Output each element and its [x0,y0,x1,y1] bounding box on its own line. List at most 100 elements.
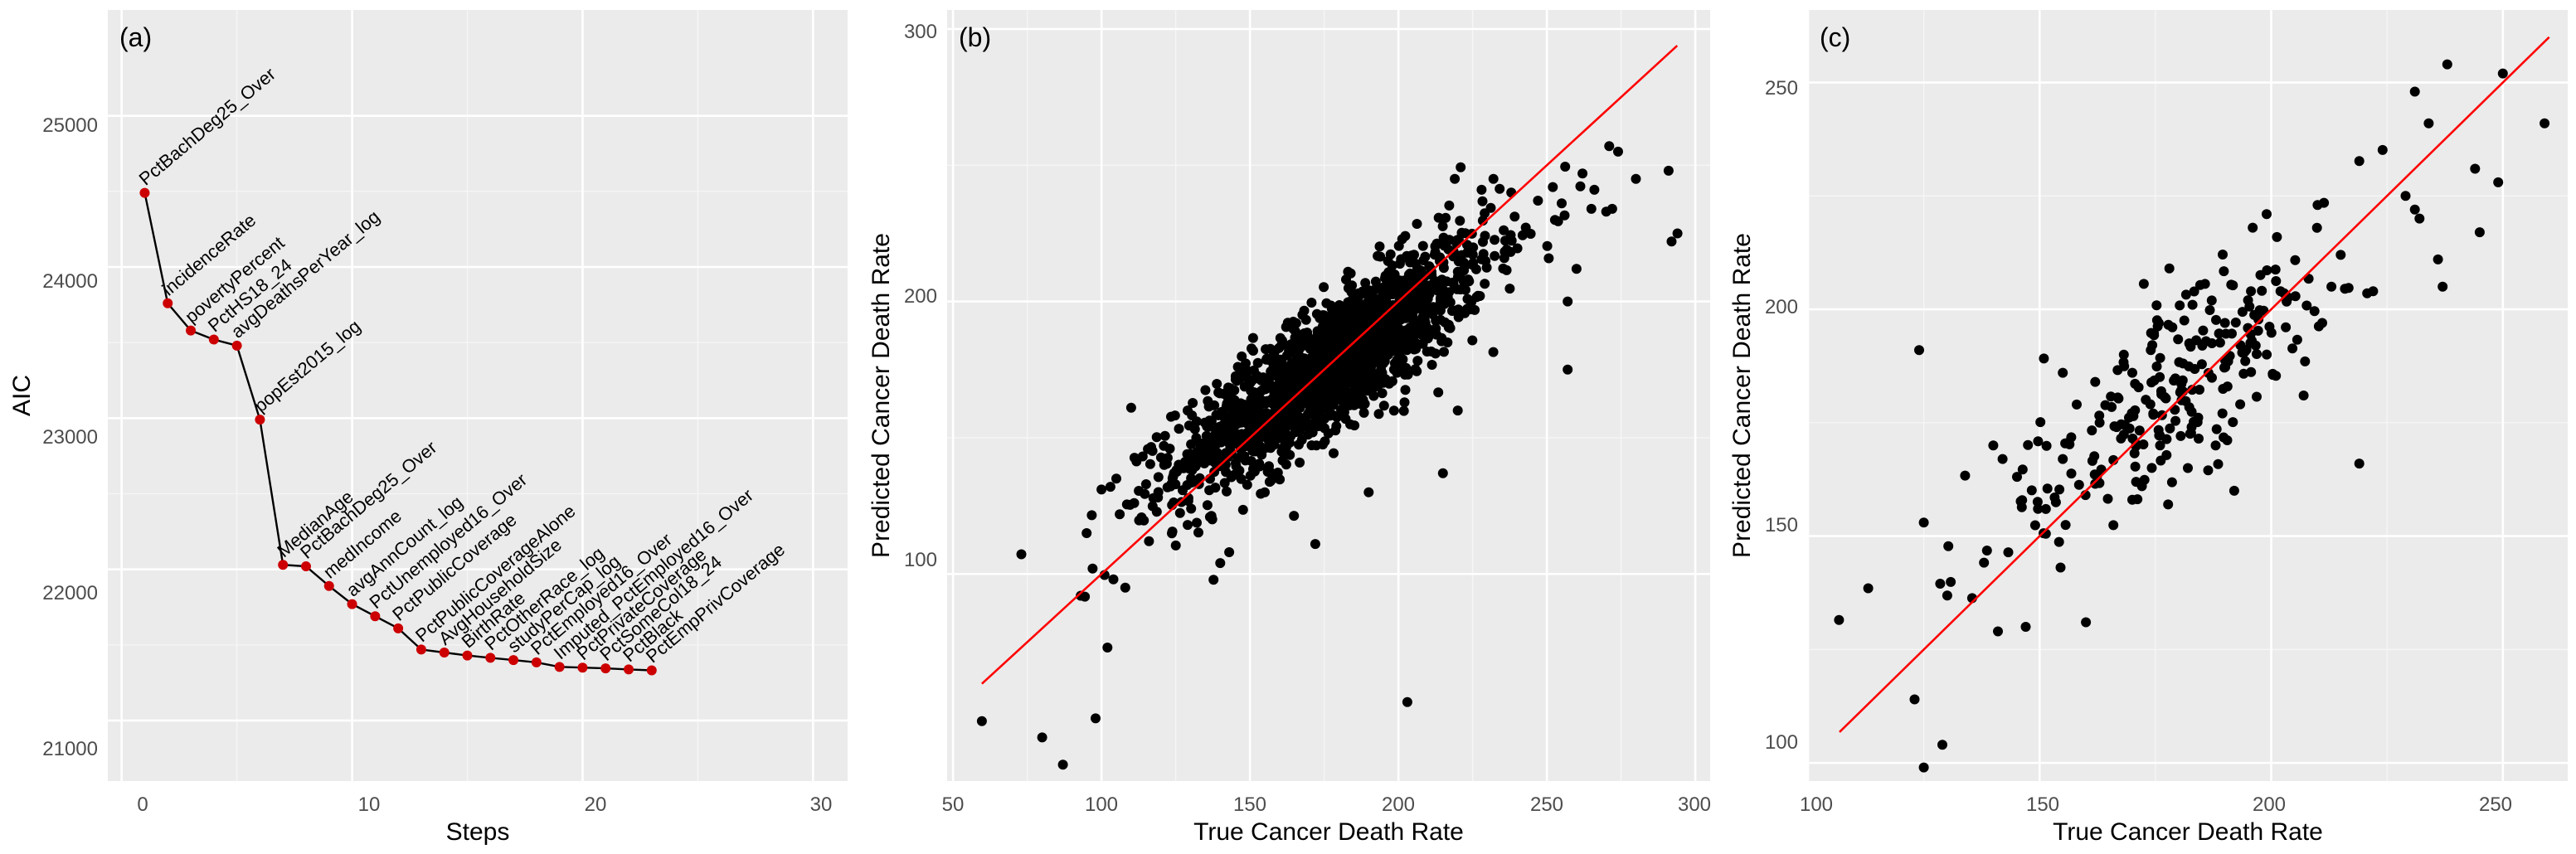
scatter-point-outlier-28 [2312,200,2323,211]
scatter-point [1178,485,1188,496]
scatter-point [1373,250,1383,261]
scatter-point [2203,465,2214,476]
scatter-point [1192,517,1202,528]
scatter-point [1439,347,1449,357]
scatter-point [2124,412,2134,423]
scatter-point [1345,395,1356,405]
scatter-point [1254,407,1265,418]
panel-a-ytick-5: 25000 [42,114,98,137]
panel-a-background [108,10,848,781]
scatter-point [1214,388,1225,399]
scatter-point [1151,432,1162,443]
scatter-point [1501,245,1512,255]
scatter-point [2241,344,2252,355]
scatter-point [1246,456,1256,466]
aic-point-22 [624,664,634,675]
scatter-point [2161,434,2172,444]
scatter-point [1169,410,1180,421]
scatter-point [2118,349,2129,360]
scatter-point-outlier-20 [1450,173,1461,184]
scatter-point [1393,240,1404,251]
scatter-point [1458,257,1469,268]
scatter-point [1946,576,1956,587]
scatter-point [1302,330,1313,341]
scatter-point [1322,354,1333,364]
scatter-point [1252,371,1262,381]
scatter-point [2254,305,2265,316]
scatter-point-outlier-6 [1918,517,1929,528]
panel-b-x-axis-label: True Cancer Death Rate [1193,818,1464,846]
scatter-point-outlier-37 [2183,463,2193,473]
scatter-point-outlier-34 [1108,574,1119,585]
scatter-point [2017,464,2028,475]
panel-b-ytick-2: 200 [904,285,937,308]
aic-point-8 [300,561,311,572]
scatter-point [1372,372,1383,383]
scatter-point-outlier-30 [1076,590,1086,601]
scatter-point [1378,323,1389,333]
aic-point-3 [186,325,197,336]
scatter-point [1204,512,1215,522]
scatter-point [1401,362,1412,373]
aic-point-7 [278,560,289,570]
scatter-point [1274,408,1285,418]
scatter-point [1433,212,1444,223]
scatter-point [1329,365,1340,376]
scatter-point [2189,416,2199,427]
scatter-point [1212,379,1222,389]
panel-b-xtick-1: 50 [942,793,965,816]
scatter-point [2270,264,2281,275]
scatter-point [1405,257,1416,268]
scatter-point-outlier-36 [2155,440,2165,451]
scatter-point [1405,313,1416,323]
scatter-point [1147,445,1158,456]
scatter-point [2217,408,2228,419]
scatter-point [2257,285,2267,296]
scatter-point [2235,399,2246,410]
panel-a-xtick-4: 30 [810,793,833,816]
scatter-point [1361,299,1372,310]
scatter-point [2118,357,2129,367]
panel-b: (b) 100 200 300 50 100 150 200 250 300 T… [868,10,1711,846]
scatter-point [1155,452,1166,463]
scatter-point [1430,276,1441,286]
scatter-point-outlier-42 [1215,558,1226,569]
scatter-point [1249,466,1260,477]
aic-point-20 [577,662,588,673]
scatter-point [2087,455,2097,466]
scatter-point [1417,315,1427,326]
scatter-point [1360,278,1371,289]
scatter-point [1299,305,1310,316]
scatter-point [2262,349,2272,360]
scatter-point [2041,440,2052,451]
scatter-point-outlier-31 [1081,528,1092,538]
scatter-point [2354,156,2365,167]
scatter-point [1437,221,1448,231]
scatter-point-outlier-40 [1144,536,1154,546]
scatter-point [1322,320,1333,331]
scatter-point [2136,481,2147,492]
scatter-point [2287,343,2298,354]
scatter-point [1219,478,1230,488]
scatter-point-outlier-7 [1563,296,1573,307]
scatter-point [1431,304,1441,314]
scatter-point [1560,162,1571,172]
scatter-point [1499,253,1509,264]
scatter-point [1237,504,1248,515]
scatter-point [1221,467,1232,478]
panel-b-xtick-5: 250 [1530,793,1563,816]
scatter-point [1216,410,1226,420]
panel-a-ytick-4: 24000 [42,270,98,293]
scatter-point [1228,469,1239,480]
scatter-point [2186,406,2197,417]
panel-c-grid [1806,10,2568,781]
scatter-point [1232,400,1242,411]
scatter-point-outlier-27 [1111,473,1121,484]
panel-b-xtick-2: 100 [1085,793,1118,816]
scatter-point [1202,500,1213,511]
scatter-point [1427,360,1437,370]
scatter-point [1467,335,1478,346]
panel-a-xtick-2: 10 [358,793,381,816]
scatter-point [1400,385,1411,395]
scatter-point [2087,425,2097,436]
